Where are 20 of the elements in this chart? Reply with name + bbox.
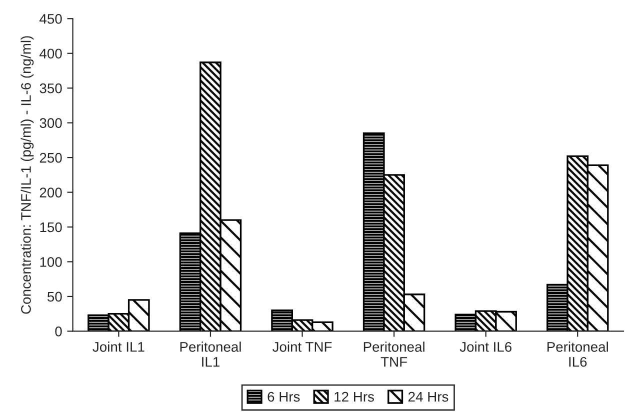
y-tick-label: 350 <box>40 83 62 94</box>
legend-label: 24 Hrs <box>408 392 448 402</box>
legend-label: 12 Hrs <box>334 392 374 402</box>
legend-label: 6 Hrs <box>268 392 300 402</box>
y-tick-label: 0 <box>55 326 62 336</box>
x-tick-label: Joint TNF <box>272 342 332 352</box>
y-tick-label: 300 <box>40 118 62 128</box>
x-tick-label: Peritoneal TNF <box>364 342 424 367</box>
x-tick-label: Peritoneal IL1 <box>180 342 241 367</box>
x-tick-label: Joint IL6 <box>460 342 512 352</box>
y-tick-label: 250 <box>40 152 62 163</box>
y-tick-label: 200 <box>40 188 62 198</box>
y-tick-label: 150 <box>40 222 62 232</box>
y-axis-title: Concentration: TNF/IL-1 (pg/ml) - IL-6 (ng/ml) <box>20 36 34 314</box>
y-tick-label: 100 <box>40 257 62 267</box>
y-tick-label: 450 <box>40 14 62 24</box>
x-tick-label: Joint IL1 <box>92 342 144 352</box>
y-tick-label: 50 <box>47 292 62 302</box>
y-tick-label: 400 <box>40 48 62 59</box>
x-tick-label: Peritoneal IL6 <box>547 342 608 367</box>
